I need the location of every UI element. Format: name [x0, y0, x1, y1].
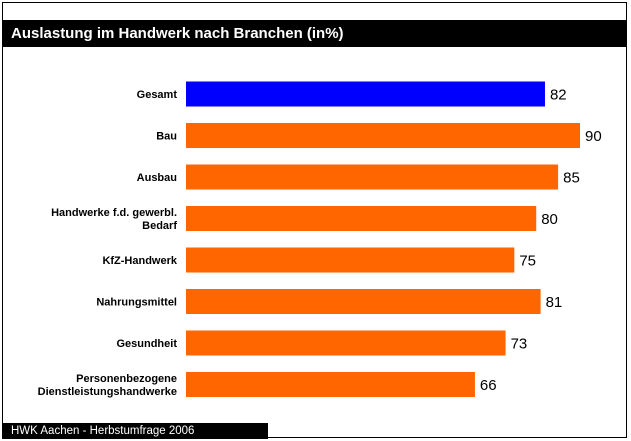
- category-label-7: Gesundheit: [116, 338, 177, 350]
- value-label-5: 75: [519, 253, 536, 270]
- bar-6: [186, 289, 541, 314]
- value-label-2: 90: [585, 128, 602, 145]
- bar-3: [186, 164, 559, 190]
- value-label-6: 81: [546, 294, 563, 311]
- category-label-6: Nahrungsmittel: [96, 297, 177, 309]
- source-footer: HWK Aachen - Herbstumfrage 2006: [2, 423, 268, 439]
- category-label-4: Handwerke f.d. gewerbl. Bedarf: [51, 207, 177, 232]
- value-label-3: 85: [563, 170, 580, 187]
- category-label-1: Gesamt: [137, 89, 178, 101]
- category-label-3: Ausbau: [137, 172, 177, 184]
- category-label-8: Personenbezogene Dienstleistungshandwerke: [38, 373, 177, 398]
- bar-4: [186, 206, 537, 231]
- value-label-8: 66: [480, 377, 497, 394]
- bar-2: [186, 123, 580, 148]
- chart-title: Auslastung im Handwerk nach Branchen (in…: [2, 20, 626, 47]
- category-label-2: Bau: [156, 131, 177, 143]
- value-label-4: 80: [541, 211, 558, 228]
- bar-7: [186, 330, 506, 356]
- bar-8: [186, 372, 475, 397]
- category-label-5: KfZ-Handwerk: [102, 255, 177, 267]
- bar-5: [186, 247, 515, 273]
- value-label-1: 82: [550, 87, 567, 104]
- bar-1: [186, 81, 545, 107]
- value-label-7: 73: [511, 336, 528, 353]
